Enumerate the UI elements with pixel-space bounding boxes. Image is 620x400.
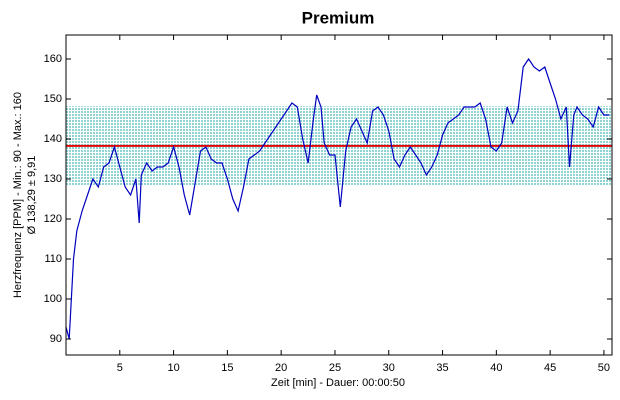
plot-frame	[65, 34, 613, 356]
chart-title: Premium	[302, 8, 375, 27]
y-tick-label: 120	[44, 213, 62, 225]
x-tick-label: 20	[275, 362, 287, 374]
heart-rate-line	[65, 57, 610, 340]
x-tick-label: 50	[598, 362, 610, 374]
x-tick-label: 30	[383, 362, 395, 374]
x-tick-label: 10	[167, 362, 179, 374]
x-tick-label: 45	[544, 362, 556, 374]
x-tick-label: 15	[221, 362, 233, 374]
x-tick-label: 5	[117, 362, 123, 374]
y-tick-label: 110	[44, 253, 62, 265]
x-tick-label: 40	[490, 362, 502, 374]
y-tick-label: 160	[44, 53, 62, 65]
y-tick-label: 90	[50, 333, 62, 345]
y-tick-label: 150	[44, 93, 62, 105]
y-tick-label: 140	[44, 133, 62, 145]
y-axis-label: Herzfrequenz [PPM] - Min.: 90 - Max.: 16…	[12, 92, 24, 298]
y-axis-label-2: Ø 138,29 ± 9,91	[26, 156, 38, 235]
x-tick-label: 25	[329, 362, 341, 374]
x-tick-label: 35	[436, 362, 448, 374]
x-axis-label: Zeit [min] - Dauer: 00:00:50	[271, 377, 405, 389]
y-tick-label: 100	[44, 293, 62, 305]
y-tick-label: 130	[44, 173, 62, 185]
